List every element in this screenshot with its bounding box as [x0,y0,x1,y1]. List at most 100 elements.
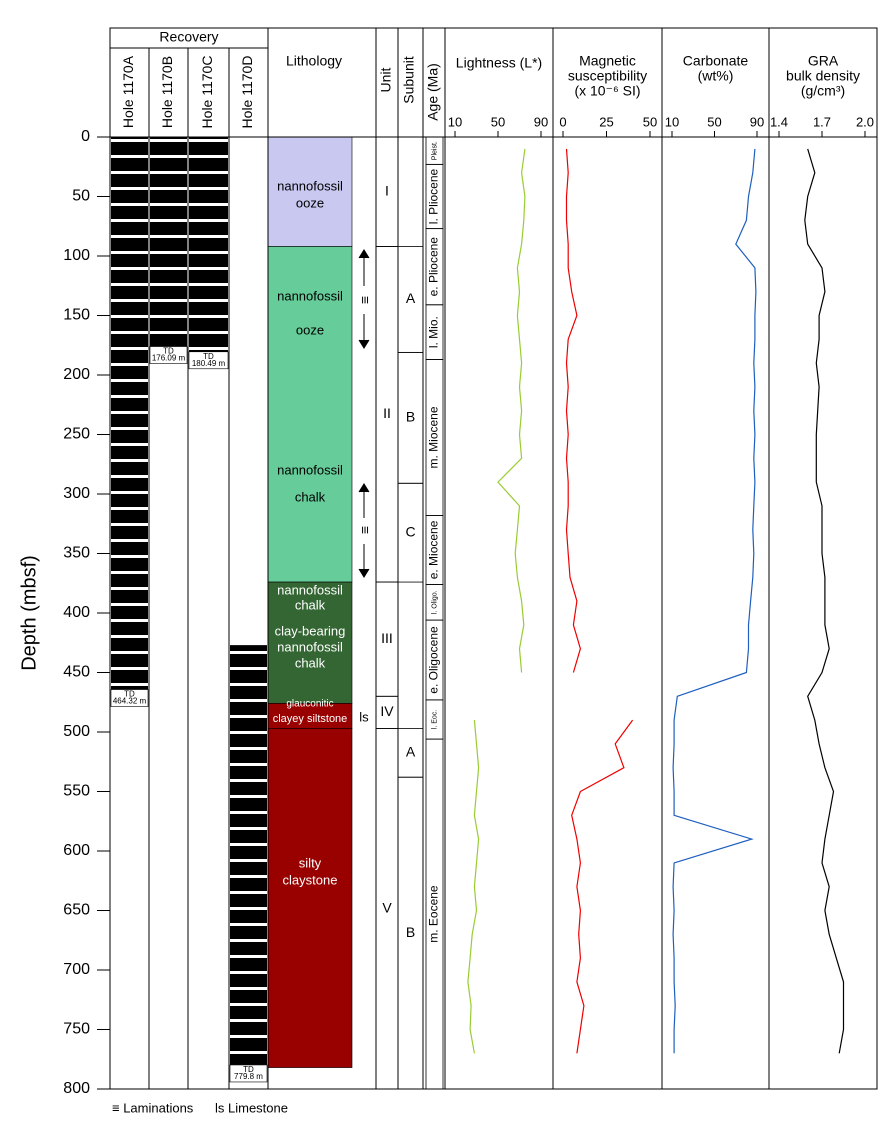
series-title: Magnetic [579,53,636,69]
age-label: Pleist. [431,141,438,160]
series-title: Lightness (L*) [456,55,542,71]
td-depth: 180.49 m [192,359,226,368]
age-label: l. Oligo. [431,590,438,614]
x-tick-label: 25 [599,114,613,129]
y-tick-label: 700 [63,961,90,978]
lithology-label: chalk [295,489,326,504]
age-label: e. Pliocene [427,237,441,297]
y-tick-label: 300 [63,485,90,502]
y-tick-label: 150 [63,307,90,324]
series-curve [672,148,757,1054]
y-tick-label: 200 [63,366,90,383]
lithology-label: clay-bearing [275,623,346,638]
subunit-label: A [406,744,416,760]
x-tick-label: 90 [534,114,548,129]
x-tick-label: 10 [665,114,679,129]
td-depth: 176.09 m [152,354,186,363]
y-tick-label: 650 [63,902,90,919]
legend-item: ≡ Laminations [112,1100,194,1115]
lithology-label: nannofossil [277,462,343,477]
td-depth: 779.8 m [234,1072,263,1081]
recovery-title: Recovery [159,29,218,45]
lithology-interval [267,703,353,729]
td-label: TD [124,690,135,699]
td-label: TD [163,347,174,356]
lithology-label: claystone [283,872,338,887]
x-tick-label: 10 [448,114,462,129]
unit-label: II [383,405,391,421]
laminations-symbol: ≡ [357,526,373,534]
unit-title: Unit [378,67,394,92]
td-box [149,346,188,364]
lithology-label: ooze [296,195,324,210]
y-tick-label: 350 [63,545,90,562]
x-tick-label: 2.0 [856,114,874,129]
unit-label: V [382,899,392,915]
core-recovery [111,137,148,690]
y-tick-label: 50 [72,188,90,205]
y-tick-label: 450 [63,664,90,681]
x-tick-label: 50 [491,114,505,129]
x-tick-label: 1.4 [770,114,788,129]
laminations-symbol: ≡ [357,296,373,304]
y-tick-label: 750 [63,1021,90,1038]
x-tick-label: 1.7 [813,114,831,129]
lithology-label: clayey siltstone [273,713,348,725]
x-tick-label: 50 [643,114,657,129]
arrows [358,249,370,578]
subunit-label: B [406,924,415,940]
series-title: bulk density [786,68,860,84]
lithology-title: Lithology [286,53,342,69]
y-tick-label: 500 [63,723,90,740]
age-label: l. Eoc. [431,710,438,730]
age-label: l. Pliocene [427,168,441,224]
series-curve [467,148,526,1054]
age-label: e. Oligocene [427,626,441,694]
lithology-label: nannofossil [277,288,343,303]
series-title: Carbonate [683,53,749,69]
lithology-label: chalk [295,597,326,612]
y-tick-label: 800 [63,1080,90,1097]
td-label: TD [203,352,214,361]
td-depth: 464.32 m [113,697,147,706]
core-recovery [230,645,267,1065]
frame-border [109,27,878,1090]
age-label: l. Mio. [427,316,441,348]
series-curve [565,148,634,1054]
y-tick-label: 100 [63,247,90,264]
subunit-label: C [405,523,415,539]
subunit-label: B [406,409,415,425]
lithology-label: ooze [296,322,324,337]
y-axis-label: Depth (mbsf) [18,555,40,671]
td-box [229,1064,268,1083]
unit-label: IV [380,703,394,719]
td-label: TD [243,1065,254,1074]
subunit-title: Subunit [401,56,417,104]
limestone-symbol: ls [359,709,369,724]
hole-label: Hole 1170D [239,56,255,129]
core-recovery [150,137,187,347]
unit-label: I [385,182,389,198]
y-tick-label: 0 [81,128,90,145]
series-curve [804,148,845,1054]
x-tick-label: 0 [559,114,566,129]
age-label: e. Miocene [427,520,441,579]
lithology-label: nannofossil [277,582,343,597]
lithology-label: nannofossil [277,178,343,193]
series-title: (wt%) [698,68,734,84]
series-title: (x 10⁻⁶ SI) [574,83,640,99]
x-tick-label: 90 [750,114,764,129]
y-tick-label: 550 [63,783,90,800]
td-box [110,689,149,707]
legend-item: ls Limestone [215,1100,288,1115]
age-label: m. Eocene [427,885,441,943]
x-tick-label: 50 [707,114,721,129]
series-title: (g/cm³) [801,83,845,99]
series-title: susceptibility [568,68,647,84]
lithology-interval [267,728,353,1068]
series-title: GRA [808,53,839,69]
subunit-label: A [406,290,416,306]
lithology-interval [267,246,353,583]
age-title: Age (Ma) [425,63,441,121]
